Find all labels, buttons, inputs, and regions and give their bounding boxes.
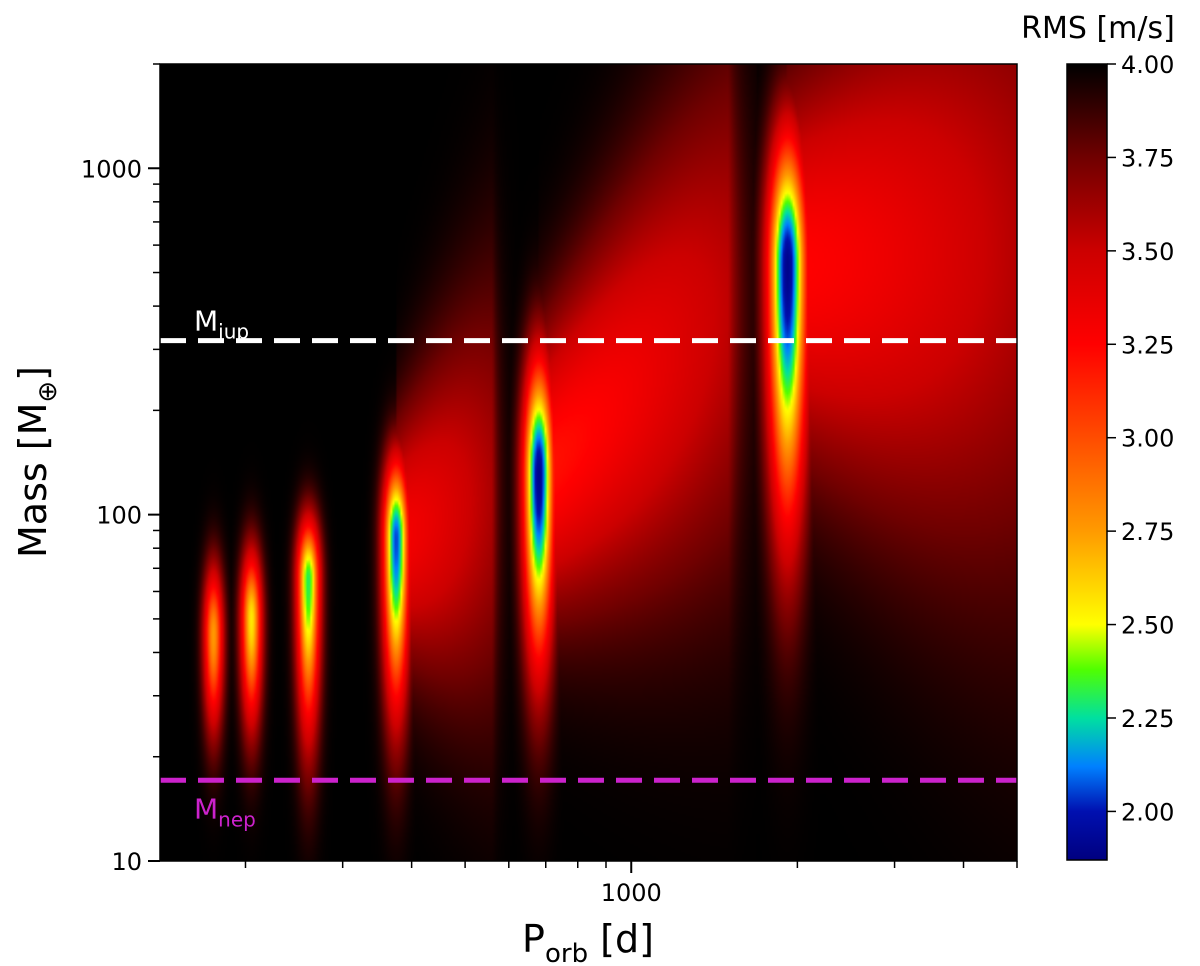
y-tick-label: 10 (111, 848, 142, 876)
reference-label-nep: Mnep (194, 792, 256, 831)
reference-label-jup: Mjup (194, 305, 249, 344)
reference-labels: Mjup Mnep (194, 305, 256, 832)
x-axis: 1000 (244, 861, 1018, 907)
plot-frame (159, 63, 1018, 862)
colorbar-tick-label: 3.50 (1121, 238, 1174, 266)
y-tick-label: 100 (96, 502, 142, 530)
colorbar-ticks: 2.00 2.25 2.50 2.75 3.00 3.25 3.50 3.75 4.00 (1107, 51, 1174, 826)
y-axis: 10 100 1000 (81, 63, 160, 876)
reference-lines (160, 338, 1017, 783)
colorbar-tick-label: 2.00 (1121, 798, 1174, 826)
colorbar-tick-label: 2.50 (1121, 612, 1174, 640)
colorbar-title: RMS [m/s] (1021, 11, 1175, 46)
x-tick-label: 1000 (601, 879, 662, 907)
colorbar-tick-label: 3.00 (1121, 425, 1174, 453)
colorbar (1066, 63, 1108, 861)
colorbar-tick-label: 2.25 (1121, 705, 1174, 733)
colorbar-tick-label: 3.75 (1121, 144, 1174, 172)
colorbar-tick-label: 2.75 (1121, 518, 1174, 546)
colorbar-tick-label: 4.00 (1121, 51, 1174, 79)
heatmap-image (160, 64, 1017, 861)
y-tick-label: 1000 (81, 155, 142, 183)
x-axis-title: Porb [d] (522, 917, 654, 966)
colorbar-tick-label: 3.25 (1121, 331, 1174, 359)
y-axis-title: Mass [M⊕] (11, 366, 63, 558)
